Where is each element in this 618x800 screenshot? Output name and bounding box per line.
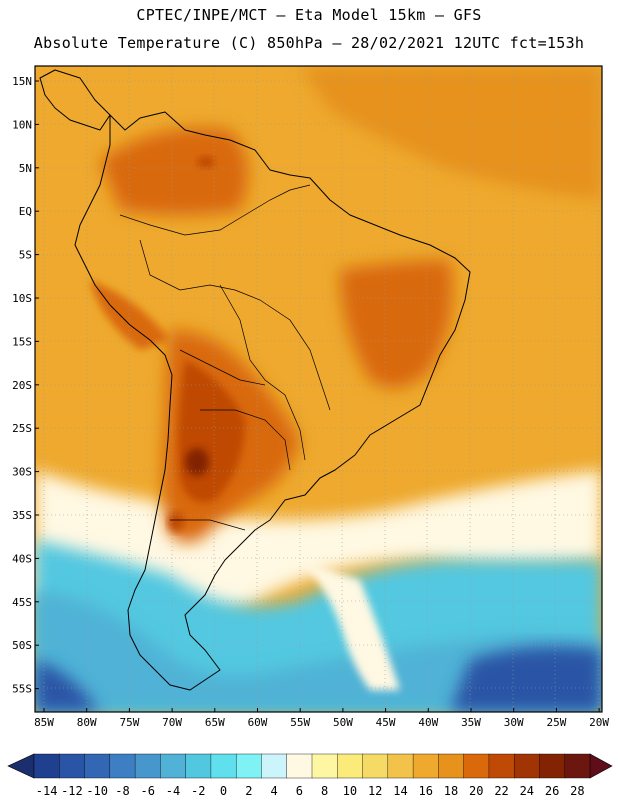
colorbar-high-arrow bbox=[589, 753, 613, 779]
map-frame bbox=[34, 65, 603, 713]
colorbar-label: 6 bbox=[296, 784, 303, 798]
colorbar-label: -10 bbox=[86, 784, 108, 798]
lon-label: 80W bbox=[77, 716, 97, 729]
field-colder-band bbox=[35, 590, 602, 712]
lon-label: 65W bbox=[205, 716, 225, 729]
field-hot-northeast bbox=[340, 260, 453, 388]
colorbar-label: 4 bbox=[270, 784, 277, 798]
south-america-coast bbox=[74, 111, 471, 691]
colorbar-label: -4 bbox=[166, 784, 180, 798]
field-north-atlantic-warm bbox=[300, 66, 602, 200]
colorbar-label: 16 bbox=[419, 784, 433, 798]
colorbar-swatch bbox=[235, 753, 263, 779]
colorbar: -14 -12 -10 -8 -6 -4 -2 0 2 4 6 8 10 12 14 16 18 20 22 24 26… bbox=[7, 753, 613, 798]
lat-label: 15N bbox=[12, 75, 32, 88]
colorbar-swatch bbox=[362, 753, 389, 779]
lat-label: 50S bbox=[12, 639, 32, 652]
colorbar-swatch bbox=[513, 753, 541, 779]
lon-label: 40W bbox=[418, 716, 438, 729]
colorbar-label: 26 bbox=[545, 784, 559, 798]
lat-label: 45S bbox=[12, 596, 32, 609]
colorbar-label: -14 bbox=[36, 784, 58, 798]
longitude-labels: 85W 80W 75W 70W 65W 60W 55W 50W 45W 40W 35W 30W 25W 2… bbox=[34, 708, 609, 729]
colorbar-label: 14 bbox=[393, 784, 407, 798]
lon-label: 60W bbox=[248, 716, 268, 729]
lon-label: 55W bbox=[290, 716, 310, 729]
colorbar-label: 8 bbox=[321, 784, 328, 798]
coastlines bbox=[39, 69, 471, 691]
colorbar-swatch bbox=[387, 753, 414, 779]
lon-label: 45W bbox=[376, 716, 396, 729]
colorbar-swatch bbox=[109, 753, 136, 779]
temperature-field bbox=[35, 66, 602, 712]
colorbar-label: 18 bbox=[444, 784, 458, 798]
colorbar-swatch bbox=[539, 753, 566, 779]
lon-label: 75W bbox=[119, 716, 139, 729]
field-hot-northwest bbox=[100, 128, 248, 215]
colorbar-label: -6 bbox=[141, 784, 155, 798]
colorbar-low-arrow bbox=[7, 753, 35, 779]
lat-label: 25S bbox=[12, 422, 32, 435]
field-pale-tongue bbox=[300, 560, 400, 690]
field-hottest-spot bbox=[185, 448, 209, 476]
grid-lines bbox=[35, 66, 602, 712]
colorbar-swatch bbox=[261, 753, 288, 779]
colorbar-label: -8 bbox=[115, 784, 129, 798]
lat-label: 10S bbox=[12, 292, 32, 305]
colorbar-label: 10 bbox=[343, 784, 357, 798]
colorbar-label: 28 bbox=[570, 784, 584, 798]
lon-label: 35W bbox=[461, 716, 481, 729]
field-hot-spot-south bbox=[168, 512, 184, 532]
lat-label: 15S bbox=[12, 335, 32, 348]
map-title-line-1: CPTEC/INPE/MCT – Eta Model 15km – GFS bbox=[136, 6, 482, 24]
central-america-coast bbox=[39, 69, 111, 131]
colorbar-swatch bbox=[311, 753, 338, 779]
lon-label: 25W bbox=[546, 716, 566, 729]
lat-label: 30S bbox=[12, 466, 32, 479]
colorbar-swatch bbox=[286, 753, 313, 779]
colorbar-swatch bbox=[33, 753, 60, 779]
lat-label: 10N bbox=[12, 118, 32, 131]
colorbar-label: 2 bbox=[245, 784, 252, 798]
colorbar-label: 0 bbox=[220, 784, 227, 798]
field-cold-core-east bbox=[450, 646, 602, 712]
colorbar-label: 12 bbox=[368, 784, 382, 798]
lat-label: 40S bbox=[12, 552, 32, 565]
lat-label: 35S bbox=[12, 509, 32, 522]
colorbar-swatch bbox=[337, 753, 364, 779]
colorbar-swatch bbox=[160, 753, 187, 779]
colorbar-swatch bbox=[84, 753, 111, 779]
lat-label: 55S bbox=[12, 683, 32, 696]
map-title-line-2: Absolute Temperature (C) 850hPa – 28/02/… bbox=[33, 34, 585, 52]
lon-label: 85W bbox=[34, 716, 54, 729]
colorbar-swatch bbox=[134, 753, 161, 779]
lon-label: 70W bbox=[162, 716, 182, 729]
field-cold-core-west bbox=[35, 660, 100, 712]
colorbar-label: -12 bbox=[61, 784, 83, 798]
colorbar-swatch bbox=[564, 753, 591, 779]
lat-label: 5S bbox=[19, 249, 32, 262]
latitude-labels: 15N 10N 5N EQ 5S 10S 15S 20S 25S 30S 35S 40S 45S 50S 5… bbox=[12, 75, 39, 696]
colorbar-label: -2 bbox=[191, 784, 205, 798]
colorbar-label: 20 bbox=[469, 784, 483, 798]
colorbar-swatch bbox=[59, 753, 86, 779]
colorbar-label: 24 bbox=[520, 784, 534, 798]
lat-label: EQ bbox=[19, 205, 32, 218]
field-hot-andes-peru bbox=[90, 280, 170, 350]
lon-label: 50W bbox=[333, 716, 353, 729]
colorbar-swatch bbox=[463, 753, 490, 779]
lat-label: 5N bbox=[19, 162, 32, 175]
colorbar-swatch bbox=[412, 753, 439, 779]
country-borders bbox=[119, 184, 331, 531]
lat-label: 20S bbox=[12, 379, 32, 392]
lon-label: 30W bbox=[504, 716, 524, 729]
colorbar-label: 22 bbox=[494, 784, 508, 798]
colorbar-swatch bbox=[210, 753, 237, 779]
field-hot-spot-north bbox=[197, 156, 215, 168]
colorbar-swatch bbox=[438, 753, 465, 779]
lon-label: 20W bbox=[589, 716, 609, 729]
colorbar-swatch bbox=[185, 753, 212, 779]
colorbar-swatch bbox=[488, 753, 515, 779]
